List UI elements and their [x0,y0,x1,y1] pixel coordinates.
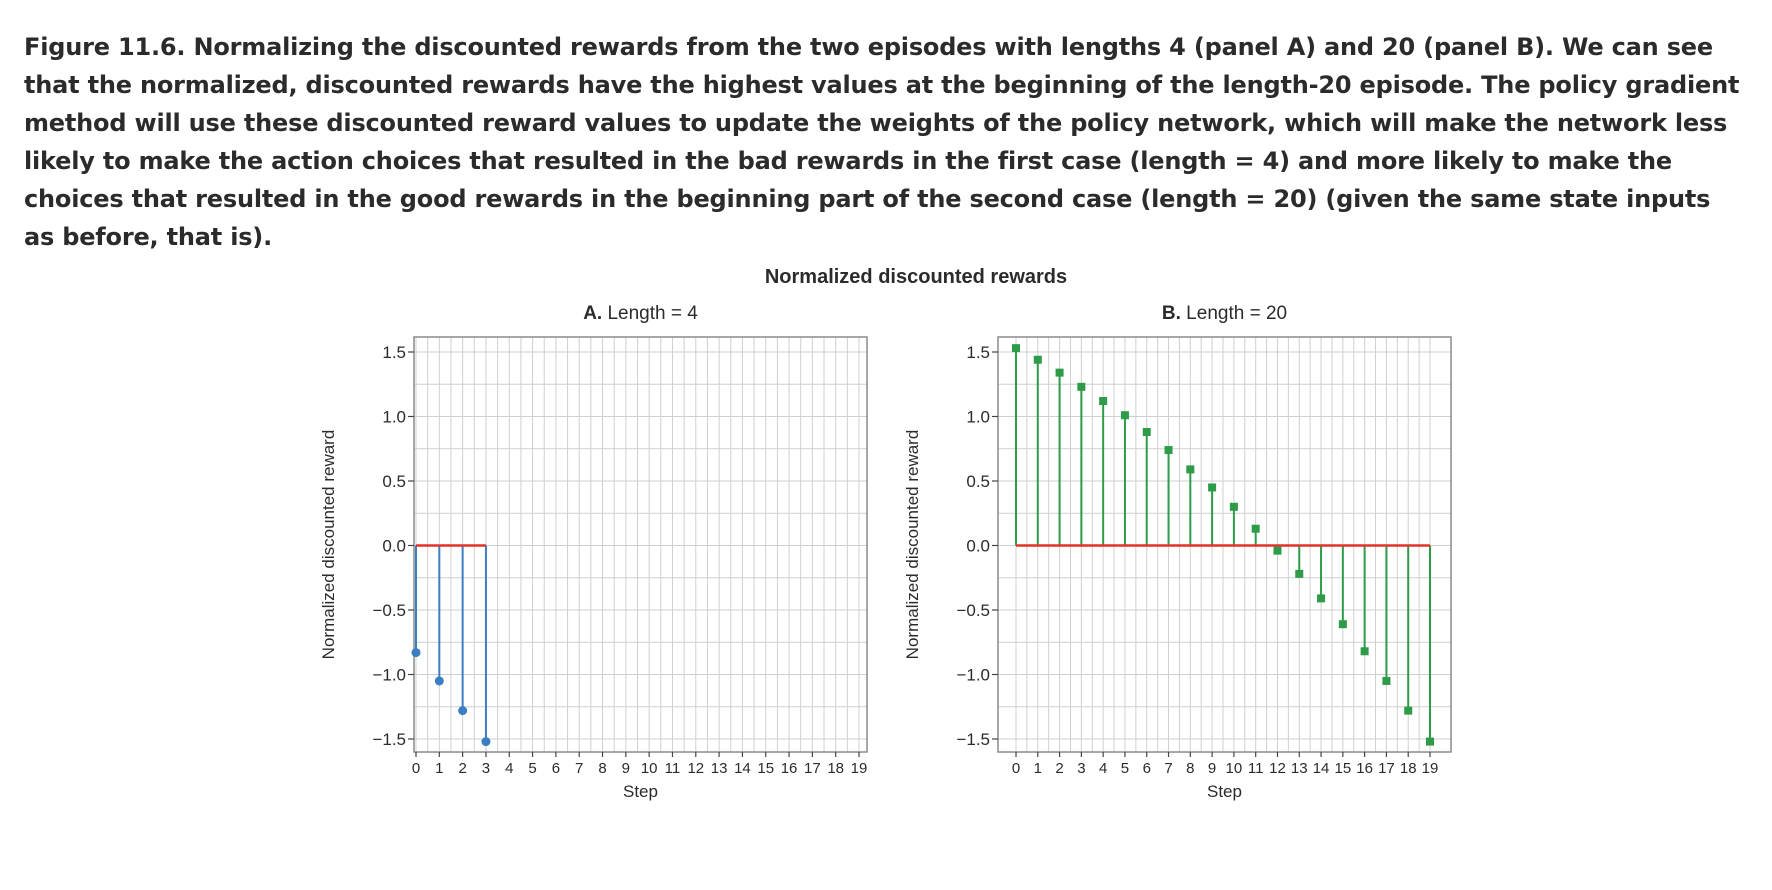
panel-b-marker-point [1208,483,1217,492]
panel-a-xtick-label: 12 [687,760,704,777]
panel-b-marker-point [1426,737,1434,746]
panel-b-marker-point [1251,524,1260,533]
panel-b-xtick-label: 18 [1400,760,1417,777]
panel-a-ytick-label: −1.0 [372,666,406,685]
panel-b-xtick-label: 16 [1356,760,1373,777]
panel-b-marker-point [1317,594,1326,603]
panel-b-xlabel: Step [1207,782,1242,801]
panel-b-marker-point [1012,344,1020,353]
panel-a-ytick-label: −1.5 [372,730,406,749]
panel-b-ytick-label: 0.5 [966,472,990,491]
panel-a-xtick-label: 7 [575,760,583,777]
panel-a-title-letter: A. [583,303,602,324]
figure-caption: Figure 11.6. Normalizing the discounted … [24,28,1744,256]
panel-b-xtick-label: 3 [1077,760,1085,777]
panel-a-ytick-label: 1.0 [382,408,406,427]
panel-b-ytick-label: −1.0 [956,666,990,685]
panel-b-ytick-label: −1.5 [956,730,990,749]
panel-a-ytick-label: 1.5 [382,343,406,362]
panel-a-xtick-label: 19 [851,760,868,777]
panel-b-title-letter: B. [1162,303,1181,324]
figure-title: Normalized discounted rewards [765,266,1067,288]
panel-b-xtick-label: 19 [1422,760,1439,777]
panel-a-marker-point [434,676,444,686]
panel-b-marker-point [1186,465,1195,474]
figure-caption-label: Figure 11.6. [24,33,186,61]
panel-b-chart: 1.51.00.50.0−0.5−1.0−1.50 1 2 3 4 5 6 7 8 9 10 11 12… [903,303,1452,801]
panel-b-marker-point [1164,446,1173,455]
panel-a-title-rest: Length = 4 [602,303,698,324]
figure-caption-text: Normalizing the discounted rewards from … [24,33,1740,251]
panel-a-xtick-label: 15 [757,760,774,777]
panel-a-title: A. Length = 4 [583,303,698,324]
panel-a-ylabel: Normalized discounted reward [319,430,338,660]
panel-b-xtick-label: 10 [1226,760,1243,777]
panel-b-marker-point [1033,355,1042,364]
panel-b-xtick-label: 4 [1099,760,1107,777]
panel-b-ytick-label: 1.0 [966,408,990,427]
panel-a-xtick-label: 10 [641,760,658,777]
panel-a-chart: 1.51.00.50.0−0.5−1.0−1.50 1 2 3 4 5 6 7 8 9 10 11 12… [319,303,868,801]
panel-b-xtick-label: 11 [1248,760,1264,777]
panel-a-xtick-label: 16 [781,760,798,777]
panel-a-xtick-label: 11 [665,760,681,777]
panel-a-ytick-label: −0.5 [372,601,406,620]
panel-b-marker-point [1077,382,1086,391]
panel-a-ytick-label: 0.5 [382,472,406,491]
panel-b-xtick-label: 15 [1334,760,1351,777]
panel-b-xtick-label: 0 [1012,760,1020,777]
panel-b-ytick-label: −0.5 [956,601,990,620]
panel-b-xtick-label: 13 [1291,760,1308,777]
panel-b-xtick-label: 17 [1378,760,1395,777]
panel-a-xtick-label: 14 [734,760,751,777]
panel-b-xtick-label: 7 [1164,760,1172,777]
panel-a-plot-area [414,337,867,752]
panel-b-xtick-label: 12 [1269,760,1286,777]
panel-b-xtick-label: 6 [1143,760,1151,777]
panel-a-xtick-label: 5 [528,760,536,777]
panel-a-xtick-label: 4 [505,760,513,777]
panel-b-xtick-label: 14 [1313,760,1330,777]
panel-b-marker-point [1229,502,1238,511]
panel-b-marker-point [1404,706,1413,715]
panel-b-xtick-label: 8 [1186,760,1194,777]
panel-b-marker-point [1120,411,1129,420]
panel-a-xtick-label: 3 [482,760,490,777]
panel-b-marker-point [1338,620,1347,629]
panel-b-marker-point [1099,397,1108,406]
panel-b-marker-point [1055,368,1064,377]
panel-b-xtick-label: 1 [1034,760,1042,777]
panel-a-xtick-label: 9 [622,760,630,777]
panel-a-xtick-label: 18 [827,760,844,777]
panel-b-marker-point [1295,569,1304,578]
panel-a-marker-point [458,706,468,716]
panel-b-ytick-label: 0.0 [966,537,990,556]
panel-a-marker-point [481,737,491,747]
panel-b-xtick-label: 9 [1208,760,1216,777]
panel-b-marker-point [1360,647,1369,656]
panel-a-xtick-label: 13 [711,760,728,777]
panel-a-marker-point [411,648,421,658]
panel-b-marker-point [1142,427,1151,436]
panel-a-xtick-label: 0 [412,760,420,777]
panel-a-xtick-label: 2 [458,760,466,777]
panel-b-marker-point [1273,546,1282,555]
panel-b-marker-point [1382,676,1391,685]
panel-a-xlabel: Step [623,782,658,801]
panel-a-ytick-label: 0.0 [382,537,406,556]
panel-a-xtick-label: 1 [435,760,443,777]
panel-b-frame [997,336,1452,753]
panel-a-xtick-label: 6 [552,760,560,777]
panel-a-frame [413,336,868,753]
panel-b-xtick-label: 2 [1055,760,1063,777]
panel-a-xtick-label: 8 [598,760,606,777]
panel-b-ytick-label: 1.5 [966,343,990,362]
panel-b-xtick-label: 5 [1121,760,1129,777]
panel-b-title-rest: Length = 20 [1181,303,1287,324]
panel-b-title: B. Length = 20 [1162,303,1287,324]
panel-b-ylabel: Normalized discounted reward [903,430,922,660]
panel-a-xtick-label: 17 [804,760,821,777]
